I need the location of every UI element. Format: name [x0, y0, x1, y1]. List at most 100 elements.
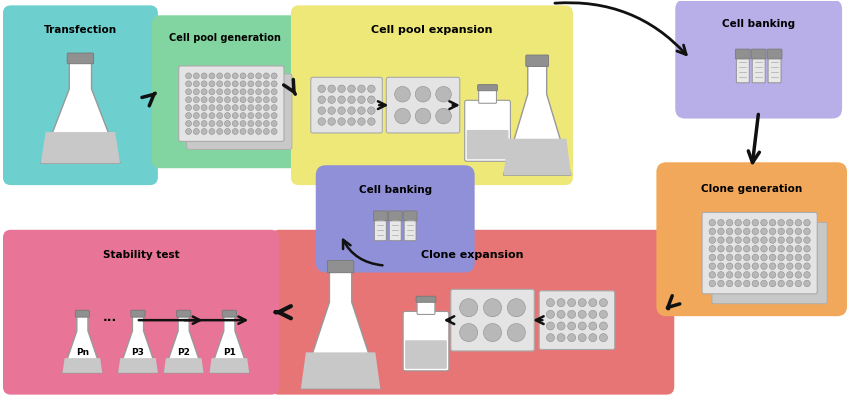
- Circle shape: [217, 73, 223, 79]
- Circle shape: [224, 128, 230, 134]
- Circle shape: [209, 120, 215, 126]
- Circle shape: [557, 299, 565, 307]
- Circle shape: [201, 89, 207, 95]
- FancyBboxPatch shape: [450, 289, 535, 351]
- Circle shape: [717, 228, 724, 235]
- Circle shape: [240, 89, 246, 95]
- FancyBboxPatch shape: [767, 49, 782, 59]
- Circle shape: [271, 113, 277, 118]
- Circle shape: [232, 120, 238, 126]
- Circle shape: [394, 108, 411, 124]
- Circle shape: [209, 89, 215, 95]
- FancyBboxPatch shape: [76, 310, 89, 317]
- FancyBboxPatch shape: [735, 49, 751, 59]
- Circle shape: [185, 89, 191, 95]
- FancyBboxPatch shape: [404, 213, 416, 241]
- Circle shape: [769, 228, 776, 235]
- Circle shape: [185, 81, 191, 87]
- Circle shape: [328, 118, 336, 125]
- Polygon shape: [41, 63, 120, 163]
- Circle shape: [264, 73, 269, 79]
- Circle shape: [557, 310, 565, 318]
- Circle shape: [415, 86, 431, 102]
- Circle shape: [717, 246, 724, 252]
- Circle shape: [367, 118, 375, 125]
- Circle shape: [217, 128, 223, 134]
- Circle shape: [194, 81, 199, 87]
- Circle shape: [752, 237, 759, 243]
- Circle shape: [735, 263, 741, 270]
- Circle shape: [271, 73, 277, 79]
- FancyBboxPatch shape: [467, 130, 508, 159]
- Circle shape: [256, 120, 262, 126]
- Circle shape: [460, 324, 478, 342]
- Text: Cell banking: Cell banking: [722, 19, 796, 29]
- Circle shape: [248, 113, 254, 118]
- Circle shape: [264, 128, 269, 134]
- Circle shape: [217, 105, 223, 111]
- FancyBboxPatch shape: [736, 51, 749, 83]
- Polygon shape: [301, 272, 380, 389]
- Circle shape: [786, 246, 793, 252]
- Circle shape: [318, 96, 326, 104]
- Circle shape: [201, 120, 207, 126]
- Circle shape: [328, 85, 336, 92]
- Circle shape: [232, 81, 238, 87]
- FancyBboxPatch shape: [478, 85, 497, 91]
- Circle shape: [547, 322, 554, 330]
- Circle shape: [194, 128, 199, 134]
- Circle shape: [217, 113, 223, 118]
- Circle shape: [786, 280, 793, 287]
- Circle shape: [778, 280, 785, 287]
- FancyBboxPatch shape: [539, 291, 615, 350]
- Circle shape: [752, 254, 759, 261]
- FancyBboxPatch shape: [177, 310, 190, 317]
- Text: P3: P3: [132, 348, 144, 358]
- FancyBboxPatch shape: [479, 89, 496, 103]
- Circle shape: [240, 105, 246, 111]
- Circle shape: [761, 272, 768, 278]
- Circle shape: [248, 73, 254, 79]
- Circle shape: [717, 272, 724, 278]
- FancyBboxPatch shape: [465, 100, 510, 161]
- FancyBboxPatch shape: [222, 310, 236, 317]
- Circle shape: [804, 237, 810, 243]
- Polygon shape: [118, 316, 158, 373]
- FancyBboxPatch shape: [416, 296, 436, 302]
- Circle shape: [256, 113, 262, 118]
- Circle shape: [337, 107, 345, 114]
- Circle shape: [507, 324, 525, 342]
- Circle shape: [769, 254, 776, 261]
- Circle shape: [804, 254, 810, 261]
- Polygon shape: [41, 132, 120, 163]
- Circle shape: [717, 280, 724, 287]
- Circle shape: [726, 272, 733, 278]
- FancyBboxPatch shape: [131, 310, 145, 317]
- Circle shape: [547, 299, 554, 307]
- Circle shape: [248, 97, 254, 103]
- Polygon shape: [209, 316, 249, 373]
- Circle shape: [201, 113, 207, 118]
- Circle shape: [769, 272, 776, 278]
- Circle shape: [547, 310, 554, 318]
- Circle shape: [589, 310, 597, 318]
- Circle shape: [717, 254, 724, 261]
- Circle shape: [778, 237, 785, 243]
- Circle shape: [337, 96, 345, 104]
- FancyBboxPatch shape: [388, 211, 402, 221]
- Circle shape: [761, 228, 768, 235]
- Circle shape: [744, 254, 750, 261]
- Circle shape: [795, 246, 802, 252]
- Circle shape: [201, 105, 207, 111]
- Circle shape: [599, 334, 608, 342]
- FancyBboxPatch shape: [751, 49, 766, 59]
- Text: Clone expansion: Clone expansion: [422, 250, 524, 260]
- Circle shape: [786, 254, 793, 261]
- Circle shape: [717, 263, 724, 270]
- FancyBboxPatch shape: [291, 5, 573, 185]
- Text: Transfection: Transfection: [44, 25, 117, 35]
- FancyBboxPatch shape: [315, 165, 474, 272]
- Circle shape: [761, 237, 768, 243]
- Circle shape: [271, 105, 277, 111]
- Circle shape: [578, 310, 586, 318]
